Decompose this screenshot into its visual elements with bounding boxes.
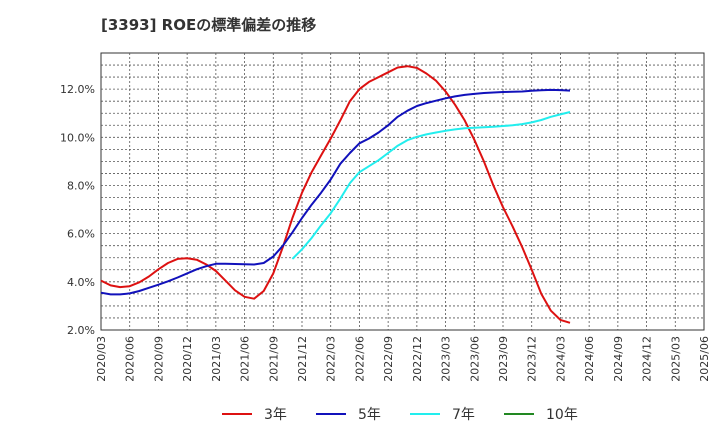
legend-label-10年: 10年 xyxy=(546,407,578,423)
y-tick-label: 2.0% xyxy=(67,324,95,337)
plot-area xyxy=(100,52,705,331)
y-tick-label: 12.0% xyxy=(60,83,95,96)
x-tick-label: 2025/03 xyxy=(669,336,682,382)
legend-label-3年: 3年 xyxy=(264,407,287,423)
x-tick-label: 2020/12 xyxy=(181,336,194,382)
x-tick-label: 2024/06 xyxy=(583,336,596,382)
x-tick-label: 2025/06 xyxy=(698,336,711,382)
axis-layer: 2020/03 2020/06 2020/09 2020/12 2021/03 2021/… xyxy=(60,83,711,382)
x-tick-label: 2021/06 xyxy=(239,336,252,382)
x-tick-label: 2022/03 xyxy=(325,336,338,382)
x-tick-label: 2021/09 xyxy=(267,336,280,382)
series-line-7年 xyxy=(291,111,571,260)
x-tick-label: 2021/12 xyxy=(296,336,309,382)
x-tick-label: 2023/06 xyxy=(468,336,481,382)
x-tick-label: 2023/09 xyxy=(497,336,510,382)
y-tick-label: 6.0% xyxy=(67,228,95,241)
chart-title: [3393] ROEの標準偏差の推移 xyxy=(101,16,317,34)
x-tick-label: 2024/03 xyxy=(554,336,567,382)
x-tick-label: 2020/03 xyxy=(95,336,108,382)
x-tick-label: 2020/09 xyxy=(152,336,165,382)
x-tick-label: 2022/06 xyxy=(353,336,366,382)
series-line-5年 xyxy=(100,88,571,296)
y-tick-label: 8.0% xyxy=(67,179,95,192)
x-tick-label: 2023/03 xyxy=(440,336,453,382)
x-tick-label: 2023/12 xyxy=(526,336,539,382)
x-tick-label: 2024/09 xyxy=(612,336,625,382)
x-tick-label: 2024/12 xyxy=(641,336,654,382)
x-tick-label: 2021/03 xyxy=(210,336,223,382)
series-line-3年 xyxy=(100,65,571,324)
y-tick-label: 10.0% xyxy=(60,131,95,144)
x-tick-label: 2022/09 xyxy=(382,336,395,382)
x-tick-label: 2022/12 xyxy=(411,336,424,382)
y-tick-label: 4.0% xyxy=(67,276,95,289)
legend-label-7年: 7年 xyxy=(452,407,475,423)
legend: 3年 5年 7年 10年 xyxy=(222,407,578,423)
legend-label-5年: 5年 xyxy=(358,407,381,423)
x-tick-label: 2020/06 xyxy=(124,336,137,382)
series-layer xyxy=(100,65,571,324)
